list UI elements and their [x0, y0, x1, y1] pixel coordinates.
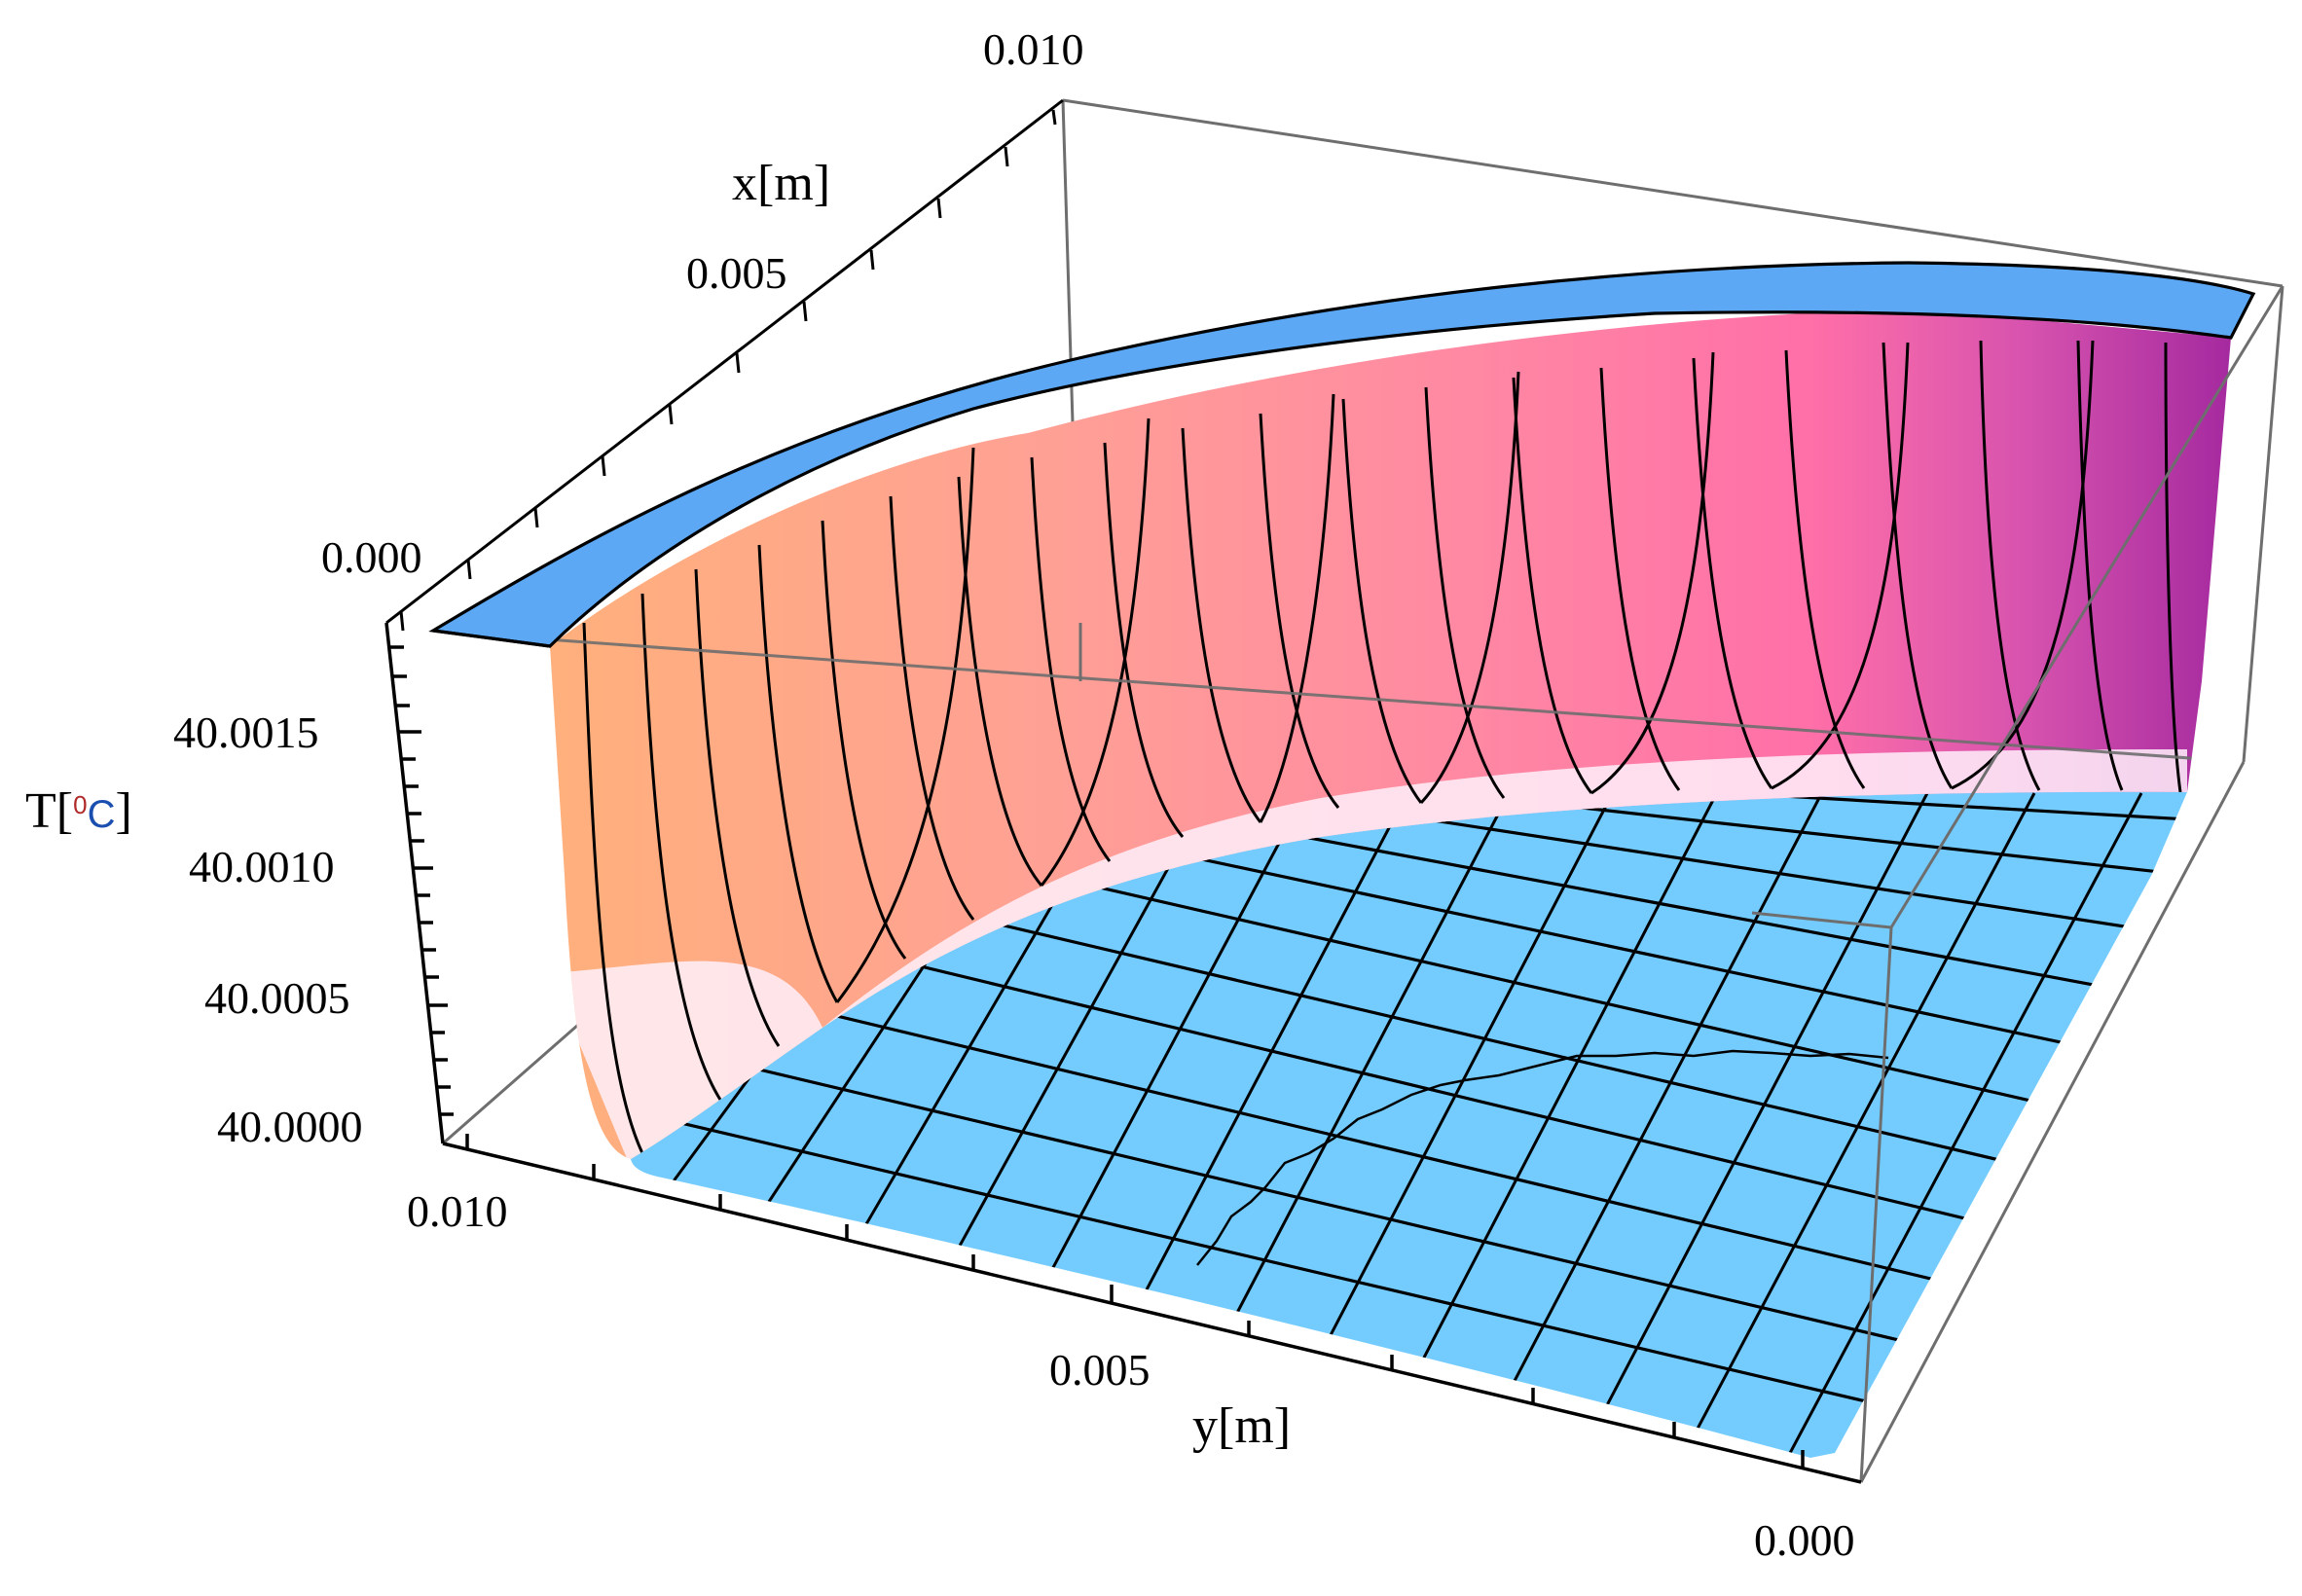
x-tick-label-0000: 0.000: [321, 532, 422, 582]
y-tick-label-0010: 0.010: [407, 1186, 508, 1236]
y-tick-label-0005: 0.005: [1049, 1345, 1151, 1395]
y-axis: [442, 1134, 1862, 1484]
t-axis-title: T[0C]: [25, 786, 132, 837]
x-axis: [385, 98, 1064, 632]
y-axis-title: y[m]: [1192, 1398, 1292, 1454]
t-axis-title-unit: 0C: [73, 790, 116, 836]
t-tick-label-40-0000: 40.0000: [217, 1102, 363, 1151]
floor-noise-trace: [1196, 1049, 1889, 1266]
t-axis-title-prefix: T[: [25, 783, 74, 839]
top-band-surface: [428, 261, 2256, 648]
bounding-box-front: [1751, 285, 2284, 1483]
celsius-unit: C: [87, 793, 116, 836]
x-tick-label-0005: 0.005: [686, 248, 787, 298]
t-tick-label-40-0005: 40.0005: [204, 973, 350, 1023]
t-axis: [384, 622, 454, 1144]
t-axis-title-suffix: ]: [115, 783, 132, 839]
floor-mesh-b: [660, 792, 2143, 1458]
x-axis-title: x[m]: [732, 156, 831, 211]
y-tick-label-0000: 0.000: [1754, 1515, 1855, 1565]
x-tick-label-0010: 0.010: [983, 24, 1084, 74]
degree-superscript: 0: [73, 790, 88, 819]
t-tick-label-40-0010: 40.0010: [189, 842, 335, 891]
t-tick-label-40-0015: 40.0015: [173, 707, 319, 757]
